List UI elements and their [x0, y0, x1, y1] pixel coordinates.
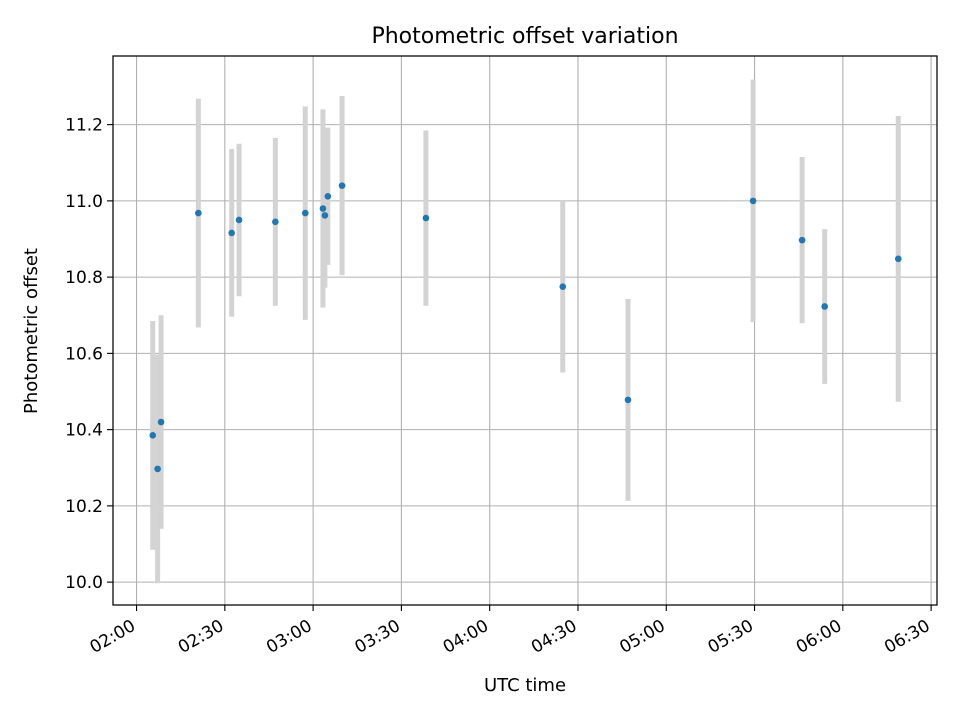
plot-frame	[112, 55, 938, 606]
data-points	[149, 182, 902, 473]
x-tick-label: 04:00	[440, 616, 492, 658]
data-point	[157, 418, 165, 426]
x-tick-label: 05:00	[616, 616, 668, 658]
data-point	[338, 182, 346, 189]
data-point	[235, 216, 243, 224]
y-tick-label: 10.2	[65, 497, 103, 517]
y-tick-label: 10.0	[65, 573, 103, 593]
y-tick-label: 10.8	[65, 268, 103, 288]
data-point	[321, 212, 329, 219]
data-point	[894, 255, 902, 263]
y-axis-ticks: 10.0 10.2 10.4 10.6 10.8 11.0 11.2	[65, 116, 113, 593]
data-point	[228, 229, 235, 237]
data-point	[154, 465, 161, 473]
y-tick-label: 10.6	[65, 344, 103, 364]
y-tick-label: 11.2	[65, 116, 103, 136]
x-tick-label: 03:30	[351, 616, 403, 658]
x-tick-label: 02:00	[87, 616, 139, 658]
y-axis-label: Photometric offset	[21, 248, 42, 414]
x-tick-label: 06:00	[793, 616, 845, 658]
x-tick-label: 02:30	[175, 616, 227, 658]
x-tick-label: 06:30	[881, 616, 933, 658]
y-tick-label: 11.0	[65, 192, 103, 212]
data-point	[821, 303, 828, 310]
data-point	[149, 432, 157, 439]
x-tick-label: 03:00	[263, 616, 315, 658]
data-point	[319, 205, 327, 212]
x-axis-label: UTC time	[484, 675, 566, 696]
data-point	[324, 193, 332, 200]
y-tick-label: 10.4	[65, 421, 103, 441]
data-point	[272, 218, 279, 226]
error-bars	[150, 79, 901, 584]
data-point	[798, 236, 806, 244]
grid	[113, 56, 937, 605]
data-point	[422, 214, 430, 222]
chart-title: Photometric offset variation	[371, 24, 678, 49]
data-point	[195, 209, 202, 217]
data-point	[749, 197, 757, 205]
data-point	[624, 396, 632, 404]
data-point	[559, 283, 567, 290]
data-point	[301, 209, 309, 217]
x-axis-ticks: 02:00 02:30 03:00 03:30 04:00 04:30 05:00 05:30…	[87, 605, 934, 658]
x-tick-label: 05:30	[705, 616, 757, 658]
x-tick-label: 04:30	[528, 616, 580, 658]
